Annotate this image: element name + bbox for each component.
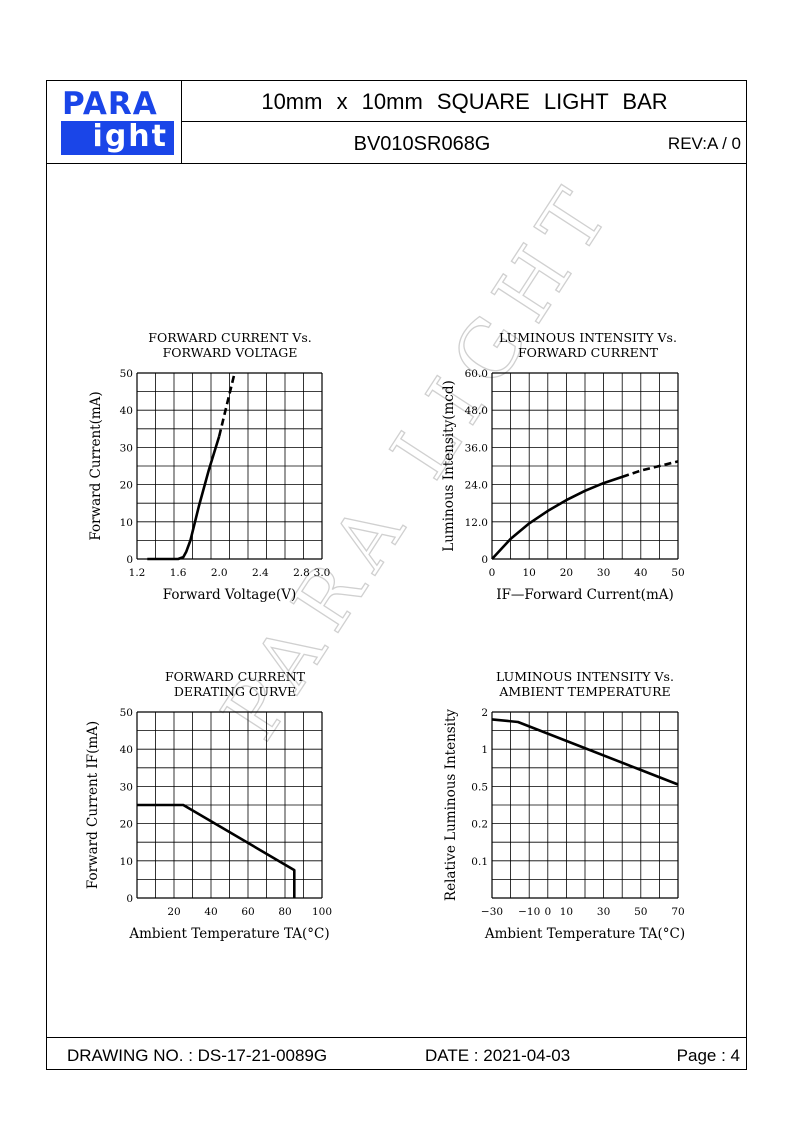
y-tick-label: 0.5 [471, 781, 488, 793]
revision: REV:A / 0 [667, 134, 741, 153]
x-tick-label: 2.0 [211, 567, 228, 579]
x-tick-label: 0 [544, 906, 551, 918]
x-tick-label: 0 [489, 567, 496, 579]
footer: DRAWING NO. : DS-17-21-0089G DATE : 2021… [47, 1037, 746, 1070]
y-tick-label: 12.0 [465, 517, 488, 529]
y-tick-label: 10 [120, 517, 133, 529]
x-tick-label: 50 [634, 906, 647, 918]
y-tick-label: 0.2 [471, 819, 488, 831]
chart-4: LUMINOUS INTENSITY Vs.AMBIENT TEMPERATUR… [443, 669, 685, 942]
logo-text-para: PARA [62, 86, 158, 122]
y-tick-label: 1 [481, 744, 488, 756]
company-logo: PARA ight [47, 81, 182, 164]
chart-title: FORWARD CURRENT Vs. [148, 330, 311, 345]
x-tick-label: 1.2 [129, 567, 146, 579]
x-tick-label: −30 [481, 906, 503, 918]
part-number-row: BV010SR068G REV:A / 0 [182, 122, 747, 164]
y-tick-label: 24.0 [465, 480, 488, 492]
chart-title: FORWARD VOLTAGE [163, 345, 298, 360]
x-tick-label: 60 [241, 906, 254, 918]
y-tick-label: 36.0 [465, 442, 488, 454]
x-tick-label: 70 [671, 906, 684, 918]
y-tick-label: 50 [120, 707, 133, 719]
logo-text-ight: ight [61, 121, 174, 155]
y-tick-label: 0 [126, 893, 133, 905]
y-axis-label: Forward Current IF(mA) [85, 721, 101, 889]
x-tick-label: 3.0 [314, 567, 331, 579]
document-title: 10mm x 10mm SQUARE LIGHT BAR [182, 81, 747, 122]
series-line [491, 475, 623, 560]
series-line [217, 372, 236, 437]
x-axis-label: Forward Voltage(V) [163, 587, 297, 603]
chart-title: DERATING CURVE [174, 684, 296, 699]
x-axis-label: IF—Forward Current(mA) [496, 587, 674, 603]
y-tick-label: 40 [120, 744, 133, 756]
x-tick-label: 40 [634, 567, 647, 579]
document-date: DATE : 2021-04-03 [425, 1046, 571, 1065]
chart-title: LUMINOUS INTENSITY Vs. [496, 669, 674, 684]
x-tick-label: 10 [560, 906, 573, 918]
y-tick-label: 50 [120, 368, 133, 380]
x-tick-label: 1.6 [170, 567, 187, 579]
y-axis-label: Forward Current(mA) [88, 391, 104, 540]
chart-title: LUMINOUS INTENSITY Vs. [499, 330, 677, 345]
series-line [147, 435, 221, 561]
y-axis-label: Relative Luminous Intensity [443, 709, 459, 901]
series-line [491, 718, 679, 786]
x-tick-label: −10 [518, 906, 540, 918]
chart-title: AMBIENT TEMPERATURE [498, 684, 670, 699]
series-line [137, 803, 296, 898]
watermark: PARA LIGHT [205, 164, 633, 755]
y-tick-label: 30 [120, 781, 133, 793]
chart-1: FORWARD CURRENT Vs.FORWARD VOLTAGE 1.2 1.6… [88, 330, 330, 603]
page-number: Page : 4 [676, 1046, 740, 1065]
x-tick-label: 80 [278, 906, 291, 918]
y-tick-label: 30 [120, 442, 133, 454]
datasheet-page: PARA ight 10mm x 10mm SQUARE LIGHT BAR B… [46, 80, 747, 1070]
x-tick-label: 20 [560, 567, 573, 579]
x-tick-label: 30 [597, 567, 610, 579]
x-tick-label: 40 [204, 906, 217, 918]
y-tick-label: 0.1 [471, 856, 488, 868]
x-tick-label: 20 [167, 906, 180, 918]
x-tick-label: 100 [312, 906, 332, 918]
y-tick-label: 20 [120, 819, 133, 831]
x-tick-label: 2.8 [293, 567, 310, 579]
y-tick-label: 2 [481, 707, 488, 719]
chart-title: FORWARD CURRENT [165, 669, 306, 684]
y-tick-label: 40 [120, 405, 133, 417]
x-tick-label: 30 [597, 906, 610, 918]
y-tick-label: 0 [126, 554, 133, 566]
chart-2: LUMINOUS INTENSITY Vs.FORWARD CURRENT 0 10… [441, 330, 685, 603]
x-axis-label: Ambient Temperature TA(°C) [484, 926, 685, 942]
x-tick-label: 50 [671, 567, 684, 579]
series-line [621, 460, 679, 479]
x-axis-label: Ambient Temperature TA(°C) [128, 926, 329, 942]
y-tick-label: 60.0 [465, 368, 488, 380]
y-tick-label: 10 [120, 856, 133, 868]
y-tick-label: 0 [481, 554, 488, 566]
x-tick-label: 2.4 [252, 567, 269, 579]
part-number: BV010SR068G [353, 133, 491, 155]
y-tick-label: 20 [120, 480, 133, 492]
y-axis-label: Luminous Intensity(mcd) [441, 380, 457, 552]
y-tick-label: 48.0 [465, 405, 488, 417]
chart-title: FORWARD CURRENT [518, 345, 659, 360]
x-tick-label: 10 [523, 567, 536, 579]
drawing-number: DRAWING NO. : DS-17-21-0089G [67, 1046, 328, 1065]
